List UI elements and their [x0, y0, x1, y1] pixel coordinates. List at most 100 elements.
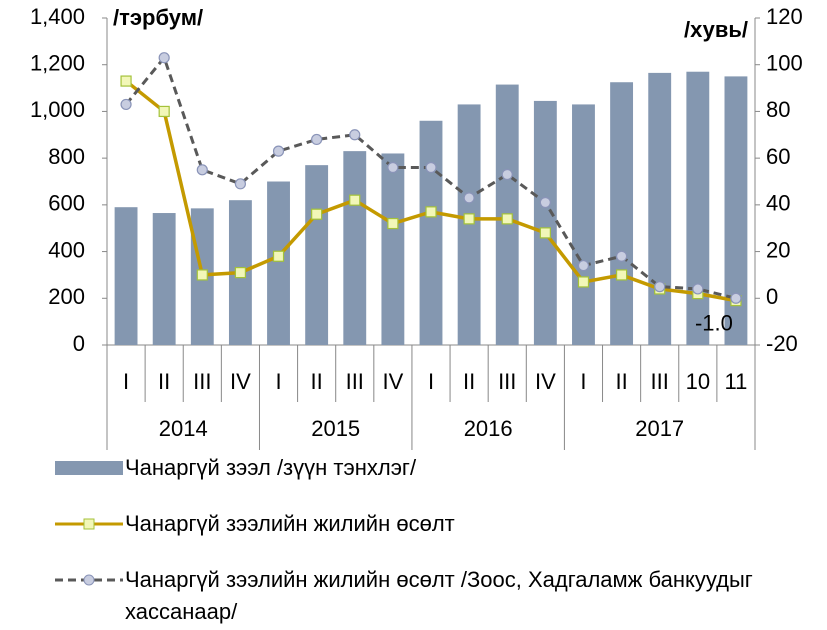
- line-marker: [311, 133, 323, 146]
- line-marker: [577, 276, 590, 288]
- legend-swatch: [55, 518, 123, 530]
- y2-tick-label: 0: [766, 284, 778, 309]
- bar: [152, 213, 176, 345]
- x-tick-label: I: [123, 369, 129, 394]
- line-marker: [615, 250, 628, 262]
- line-marker: [692, 283, 704, 295]
- line-marker: [272, 145, 285, 157]
- x-tick-label: 11: [725, 369, 748, 394]
- x-tick-label: I: [428, 369, 434, 394]
- y-axis-label: /тэрбум/: [113, 5, 203, 30]
- line-marker: [463, 192, 475, 204]
- x-tick-label: II: [311, 369, 323, 394]
- y-tick-label: 400: [48, 237, 85, 262]
- line-marker: [158, 52, 170, 64]
- line-marker: [539, 196, 551, 209]
- x-tick-label: IV: [382, 369, 403, 394]
- line-marker: [158, 105, 170, 118]
- x-tick-label: III: [193, 369, 211, 394]
- legend-swatch: [55, 461, 123, 475]
- line-marker: [654, 281, 666, 293]
- legend-item: Чанаргүй зээлийн жилийн өсөлт: [55, 508, 815, 540]
- data-label: -1.0: [695, 310, 733, 335]
- line-marker: [272, 250, 285, 262]
- y2-tick-label: 80: [766, 97, 790, 122]
- bar: [610, 82, 634, 345]
- y2-tick-label: 40: [766, 191, 790, 216]
- y2-tick-label: 60: [766, 144, 790, 169]
- x-tick-label: III: [498, 369, 516, 394]
- legend: Чанаргүй зээл /зүүн тэнхлэг/Чанаргүй зээ…: [55, 450, 815, 628]
- y-tick-label: 200: [48, 284, 85, 309]
- line-marker: [311, 208, 323, 220]
- legend-label: Чанаргүй зээлийн жилийн өсөлт: [125, 511, 455, 536]
- x-tick-label: II: [463, 369, 475, 394]
- chart: /тэрбум/ /хувь/ 02004006008001,0001,2001…: [30, 4, 803, 450]
- x-tick-label: III: [346, 369, 364, 394]
- legend-bar: [55, 461, 123, 475]
- line-marker: [577, 259, 590, 272]
- x-tick-label: I: [275, 369, 281, 394]
- line-marker: [196, 164, 208, 176]
- line-marker: [234, 266, 247, 279]
- legend-swatch: [55, 574, 123, 586]
- bar: [572, 104, 595, 346]
- line-marker: [539, 227, 551, 239]
- x-tick-label: IV: [230, 369, 251, 394]
- line-marker: [387, 161, 399, 174]
- legend-item: Чанаргүй зээлийн жилийн өсөлт /Зоос, Хад…: [55, 564, 815, 628]
- y2-tick-label: 100: [766, 51, 803, 76]
- bar: [381, 153, 405, 345]
- line-marker: [615, 269, 628, 281]
- y-tick-label: 1,200: [30, 51, 85, 76]
- legend-marker: [83, 574, 95, 586]
- line-marker: [349, 129, 361, 141]
- bar: [648, 72, 672, 345]
- y2-tick-label: 120: [766, 4, 803, 29]
- line-marker: [349, 194, 361, 206]
- bar: [419, 120, 443, 346]
- y-tick-label: 0: [73, 331, 85, 356]
- legend-label: Чанаргүй зээлийн жилийн өсөлт /Зоос, Хад…: [125, 567, 753, 624]
- y2-axis-label: /хувь/: [684, 17, 748, 42]
- y-tick-label: 1,400: [30, 4, 85, 29]
- x-tick-label: II: [615, 369, 627, 394]
- bar: [343, 151, 367, 345]
- line-marker: [234, 178, 247, 190]
- x-group-label: 2014: [159, 416, 208, 441]
- line-marker: [387, 217, 399, 230]
- bar: [686, 71, 710, 345]
- y2-tick-label: -20: [766, 331, 798, 356]
- x-tick-label: II: [158, 369, 170, 394]
- x-group-label: 2016: [464, 416, 513, 441]
- line-marker: [120, 75, 132, 87]
- bar: [533, 100, 557, 346]
- x-tick-label: I: [580, 369, 586, 394]
- bar: [724, 76, 748, 346]
- y-tick-label: 800: [48, 144, 85, 169]
- line-marker: [425, 161, 437, 174]
- x-tick-label: 10: [686, 369, 710, 394]
- legend-label: Чанаргүй зээл /зүүн тэнхлэг/: [125, 455, 417, 480]
- line-marker: [463, 213, 475, 225]
- y-tick-label: 1,000: [30, 97, 85, 122]
- x-tick-label: IV: [535, 369, 556, 394]
- bar: [457, 104, 481, 346]
- legend-marker: [83, 518, 95, 530]
- line-marker: [501, 168, 513, 181]
- legend-item: Чанаргүй зээл /зүүн тэнхлэг/: [55, 452, 815, 484]
- line-marker: [730, 292, 742, 304]
- line-marker: [120, 98, 132, 111]
- bar: [305, 165, 329, 345]
- bar: [267, 181, 290, 345]
- bar: [114, 207, 138, 345]
- y-tick-label: 600: [48, 191, 85, 216]
- y2-tick-label: 20: [766, 237, 790, 262]
- x-group-label: 2015: [311, 416, 360, 441]
- x-group-label: 2017: [635, 416, 684, 441]
- line-marker: [501, 213, 513, 225]
- line-marker: [425, 206, 437, 218]
- line-marker: [196, 269, 208, 281]
- x-tick-label: III: [651, 369, 669, 394]
